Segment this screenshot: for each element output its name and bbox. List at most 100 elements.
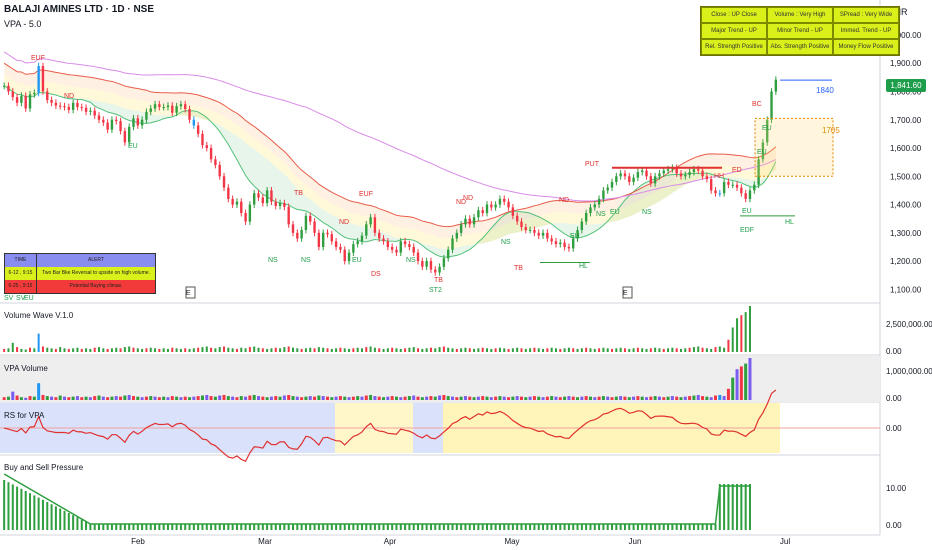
vpa-annotation: EU (610, 209, 620, 216)
pressure-bar (141, 524, 144, 530)
volume-wave-bar (615, 348, 618, 352)
pressure-bar (154, 524, 157, 530)
pressure-bar (537, 524, 540, 530)
vpa-volume-bar (390, 396, 394, 400)
vpa-volume-bar (550, 396, 554, 400)
candle-body (227, 187, 230, 199)
volume-wave-bar (257, 347, 260, 352)
volume-wave-bar (632, 348, 635, 352)
vpa-volume-bar (722, 396, 726, 400)
vpa-volume-bar (226, 396, 230, 400)
vpa-annotation: EU (762, 125, 772, 132)
pressure-bar (132, 524, 135, 530)
vpa-volume-bar (325, 396, 329, 400)
vpa-volume-bar (313, 396, 317, 400)
pressure-bar (680, 524, 682, 530)
volume-wave-bar (3, 348, 6, 352)
candle-body (153, 104, 157, 109)
vpa-annotation: TB (434, 277, 443, 284)
candle-body (679, 173, 683, 177)
ma-band-yellow (4, 74, 776, 250)
pressure-bar (550, 524, 553, 530)
y-tick-label: 1,400.00 (890, 201, 922, 210)
candle-body (662, 170, 665, 174)
vpa-volume-bar (192, 396, 196, 400)
volume-wave-bar (516, 347, 519, 352)
pressure-bar (240, 524, 243, 530)
volume-wave-bar (63, 348, 66, 352)
vpa-volume-bar (377, 396, 381, 400)
alert-header-row: TIME ALERT (5, 254, 155, 267)
pressure-bar (356, 524, 359, 530)
wave-y-tick: 0.00 (886, 347, 902, 356)
pressure-bar (563, 524, 566, 530)
vpa-volume-bar (218, 395, 222, 400)
pressure-bar (692, 524, 695, 530)
pressure-bar (326, 524, 329, 530)
pressure-bar (223, 524, 226, 530)
vpa-volume-bar (330, 397, 334, 400)
volume-wave-bar (602, 347, 605, 352)
volume-wave-bar (33, 348, 36, 352)
vpa-volume-bar (239, 396, 243, 400)
candle-body (459, 224, 463, 233)
candle-body (184, 104, 187, 110)
volume-wave-bar (223, 346, 226, 352)
pressure-bar (348, 524, 351, 530)
vpa-volume-bar (519, 396, 523, 400)
vpa-volume-bar (399, 397, 403, 400)
volume-wave-bar (455, 348, 458, 352)
candle-body (606, 187, 609, 191)
vpa-annotation: EU (352, 257, 362, 264)
candle-body (300, 229, 303, 239)
candle-body (244, 213, 247, 222)
pressure-bar (33, 495, 36, 530)
pressure-bar (283, 524, 286, 530)
vpa-volume-bar (632, 396, 636, 400)
pressure-bar (731, 484, 734, 530)
candle-body (390, 246, 394, 250)
candle-body (97, 115, 101, 120)
volume-wave-bar (89, 348, 92, 352)
pressure-bar (166, 524, 169, 530)
pressure-bar (378, 524, 381, 530)
volume-wave-bar (611, 348, 614, 352)
volume-wave-bar (313, 348, 316, 352)
candle-body (265, 190, 269, 204)
candle-body (727, 181, 730, 185)
candle-body (15, 97, 19, 103)
vpa-annotation: EU (742, 208, 752, 215)
vpa-volume-bar (597, 396, 601, 400)
volume-wave-bar (554, 348, 557, 352)
volume-wave-bar (7, 348, 10, 352)
candle-body (326, 232, 329, 235)
vpa-volume-bar (153, 396, 157, 400)
pressure-bar (744, 484, 747, 530)
candle-body (222, 176, 226, 188)
vpa-volume-bar (179, 397, 183, 400)
volume-wave-bar (451, 348, 454, 352)
vpa-annotation: DS (371, 271, 381, 278)
vpa-volume-bar (300, 397, 304, 400)
volume-wave-bar (662, 348, 665, 352)
volume-wave-bar (149, 347, 152, 352)
candle-body (261, 197, 265, 204)
volume-wave-bar (360, 348, 363, 352)
vpa-annotation: SV (4, 295, 14, 302)
vpa-volume-bar (41, 394, 45, 400)
pressure-bar (313, 524, 316, 530)
pressure-bar (266, 524, 269, 530)
pressure-bar (29, 493, 32, 530)
vpa-annotation: ED (732, 167, 742, 174)
volume-wave-bar (110, 348, 113, 352)
candle-body (533, 229, 536, 233)
candle-body (597, 198, 601, 205)
candle-body (313, 221, 316, 233)
pressure-bar (37, 497, 40, 530)
candle-body (304, 215, 308, 230)
volume-wave-bar (589, 348, 592, 352)
pressure-bar (714, 524, 717, 530)
candle-body (192, 119, 196, 126)
pressure-bar (214, 524, 217, 530)
